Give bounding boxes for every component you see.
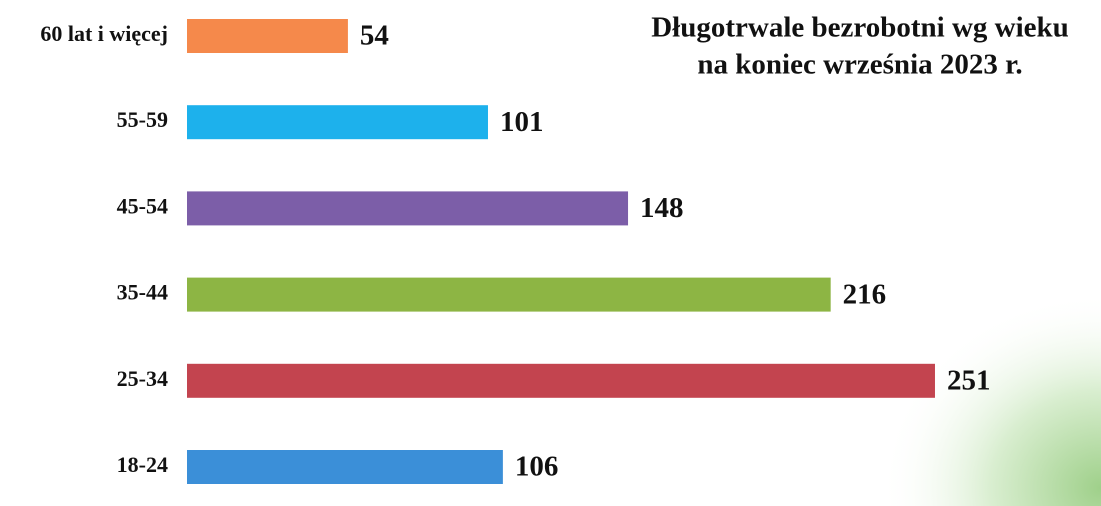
background xyxy=(700,150,1101,506)
value-label: 106 xyxy=(515,451,559,483)
bar xyxy=(187,363,935,398)
category-label: 18-24 xyxy=(117,452,168,477)
bar xyxy=(187,105,488,140)
value-label: 251 xyxy=(947,364,991,396)
bar xyxy=(187,450,503,484)
chart-title: na koniec września 2023 r. xyxy=(697,49,1022,81)
bar xyxy=(187,277,831,312)
value-label: 148 xyxy=(640,192,684,224)
value-label: 101 xyxy=(500,106,543,138)
value-label: 54 xyxy=(360,20,389,52)
category-label: 55-59 xyxy=(117,107,168,132)
bar xyxy=(187,191,629,226)
value-label: 216 xyxy=(843,278,887,310)
category-label: 25-34 xyxy=(117,366,168,391)
category-label: 45-54 xyxy=(117,193,168,218)
category-label: 35-44 xyxy=(117,280,168,305)
bar xyxy=(187,19,348,53)
category-label: 60 lat i więcej xyxy=(40,21,168,46)
chart-title: Długotrwale bezrobotni wg wieku xyxy=(651,12,1069,44)
